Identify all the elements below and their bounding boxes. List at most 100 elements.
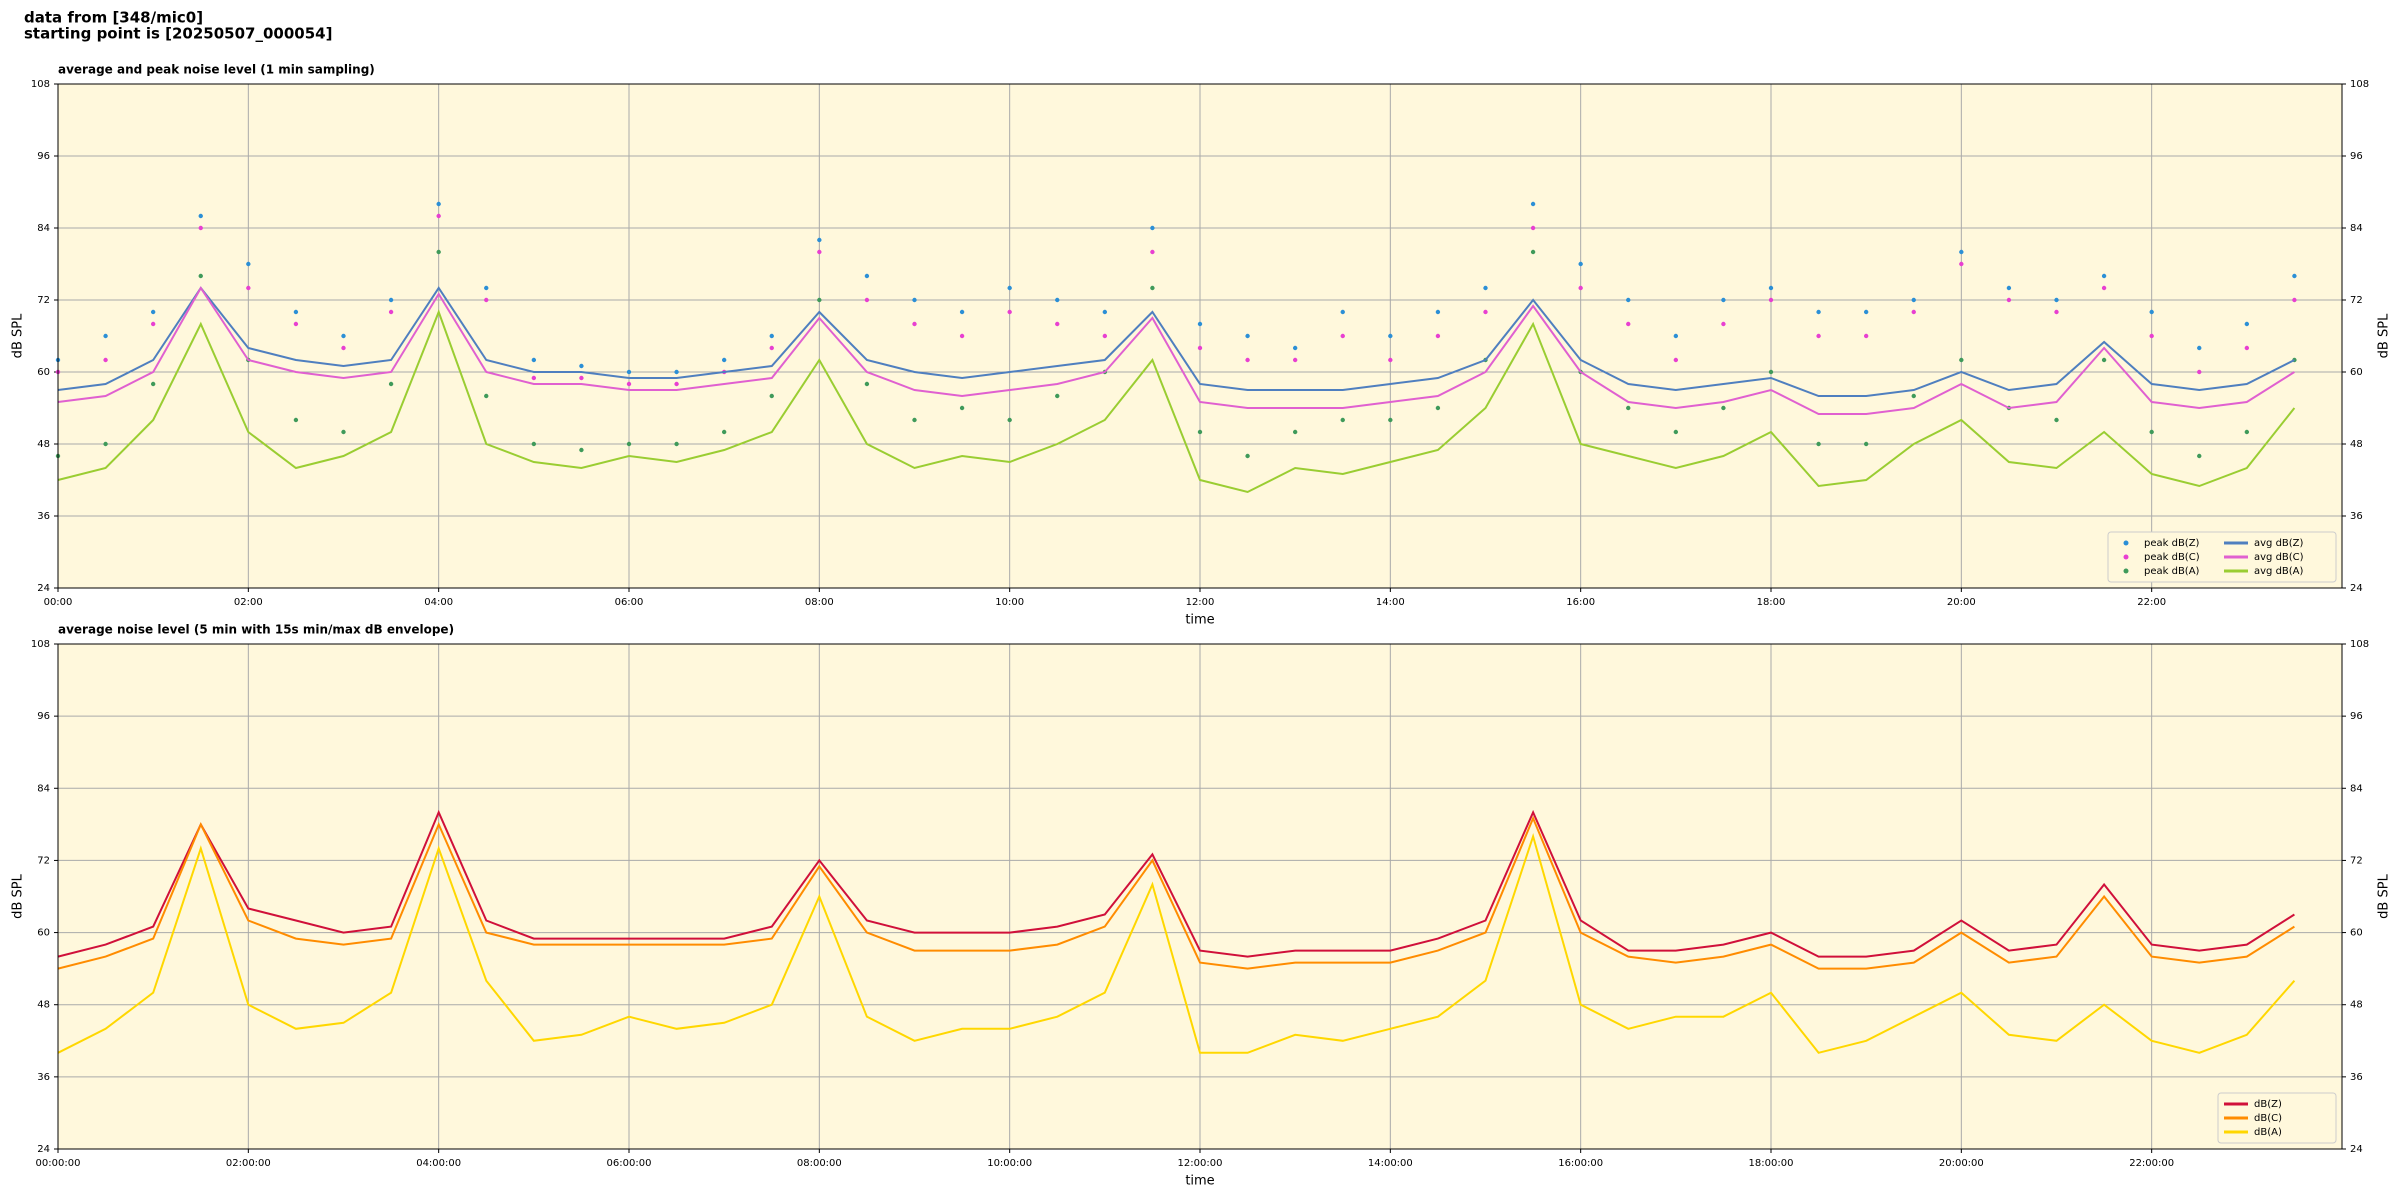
x-tick-label: 06:00 <box>615 597 644 608</box>
y-tick-label: 36 <box>2350 511 2363 522</box>
peak-point <box>2054 309 2059 315</box>
x-axis-label: time <box>1185 613 1214 628</box>
peak-point <box>1292 429 1298 435</box>
y-tick-label: 48 <box>2350 1000 2363 1011</box>
peak-point <box>1673 429 1679 435</box>
x-tick-label: 16:00 <box>1566 597 1595 608</box>
peak-point <box>769 393 774 399</box>
peak-point <box>2292 297 2297 303</box>
peak-point <box>436 249 441 255</box>
peak-point <box>1721 297 1726 303</box>
peak-point <box>1340 333 1345 339</box>
peak-point <box>1340 309 1345 315</box>
peak-point <box>721 357 727 363</box>
y-tick-label: 24 <box>37 1144 50 1155</box>
peak-point <box>864 297 870 303</box>
plot-frame <box>57 643 2343 1150</box>
y-tick-label: 24 <box>37 583 50 594</box>
y-tick-label: 36 <box>37 511 50 522</box>
peak-point <box>531 441 537 447</box>
peak-point <box>1673 333 1679 339</box>
peak-point <box>531 357 537 363</box>
x-axis-label: time <box>1185 1174 1214 1189</box>
y-axis-label: dB SPL <box>2377 873 2392 918</box>
peak-point <box>2054 297 2059 303</box>
peak-point <box>1959 249 1964 255</box>
peak-point <box>817 249 822 255</box>
peak-point <box>626 381 632 387</box>
peak-point <box>1578 285 1583 291</box>
peak-point <box>1245 357 1250 363</box>
peak-point <box>1197 321 1203 327</box>
y-tick-label: 24 <box>2350 1144 2363 1155</box>
legend-label: peak dB(Z) <box>2144 538 2200 549</box>
peak-point <box>1530 225 1536 231</box>
peak-point <box>1007 309 1012 315</box>
peak-point <box>959 405 965 411</box>
peak-point <box>341 345 346 351</box>
peak-point <box>1768 369 1774 375</box>
peak-point <box>388 309 394 315</box>
y-tick-label: 108 <box>31 79 50 90</box>
peak-point <box>579 363 584 369</box>
y-axis-label: dB SPL <box>11 313 26 358</box>
peak-point <box>1388 357 1393 363</box>
peak-point <box>1292 345 1298 351</box>
legend-box <box>2107 531 2337 583</box>
peak-point <box>150 321 156 327</box>
peak-point <box>1102 333 1108 339</box>
x-tick-label: 12:00 <box>1186 597 1215 608</box>
x-tick-label: 10:00:00 <box>987 1158 1032 1169</box>
peak-point <box>2292 273 2297 279</box>
peak-point <box>1388 417 1393 423</box>
legend-label: dB(C) <box>2254 1113 2282 1124</box>
series-line <box>57 815 2295 970</box>
peak-point <box>341 333 346 339</box>
peak-point <box>2197 345 2202 351</box>
y-tick-label: 96 <box>37 711 50 722</box>
legend-label: dB(A) <box>2254 1127 2282 1138</box>
legend-label: avg dB(Z) <box>2254 538 2304 549</box>
peak-point <box>484 297 489 303</box>
series-line <box>57 286 2295 397</box>
peak-point <box>531 375 537 381</box>
peak-point <box>1245 333 1250 339</box>
chart-title: average noise level (5 min with 15s min/… <box>58 623 454 637</box>
peak-point <box>2006 285 2012 291</box>
peak-point <box>674 369 679 375</box>
peak-point <box>1816 309 1821 315</box>
peak-point <box>1150 285 1155 291</box>
peak-point <box>246 285 251 291</box>
peak-point <box>959 333 965 339</box>
peak-point <box>1721 405 1726 411</box>
peak-point <box>1435 333 1441 339</box>
peak-point <box>1530 249 1536 255</box>
x-tick-label: 00:00 <box>44 597 73 608</box>
peak-point <box>1626 321 1631 327</box>
peak-point <box>103 333 108 339</box>
peak-point <box>1150 225 1155 231</box>
peak-point <box>198 213 203 219</box>
peak-point <box>1435 309 1441 315</box>
peak-point <box>1959 357 1964 363</box>
y-tick-label: 108 <box>31 639 50 650</box>
peak-point <box>2197 453 2202 459</box>
y-tick-label: 48 <box>37 439 50 450</box>
peak-point <box>1102 309 1108 315</box>
peak-point <box>1626 405 1631 411</box>
x-tick-label: 12:00:00 <box>1178 1158 1223 1169</box>
peak-point <box>388 297 394 303</box>
series-line <box>57 309 2296 494</box>
peak-point <box>1673 357 1679 363</box>
x-tick-label: 22:00:00 <box>2129 1158 2174 1169</box>
peak-point <box>817 297 822 303</box>
peak-point <box>293 321 299 327</box>
y-tick-label: 36 <box>2350 1072 2363 1083</box>
peak-point <box>1340 417 1345 423</box>
peak-point <box>1863 309 1869 315</box>
peak-point <box>1959 261 1964 267</box>
y-tick-label: 108 <box>2350 79 2369 90</box>
x-tick-label: 18:00 <box>1757 597 1786 608</box>
peak-point <box>150 309 156 315</box>
peak-point <box>1578 261 1583 267</box>
